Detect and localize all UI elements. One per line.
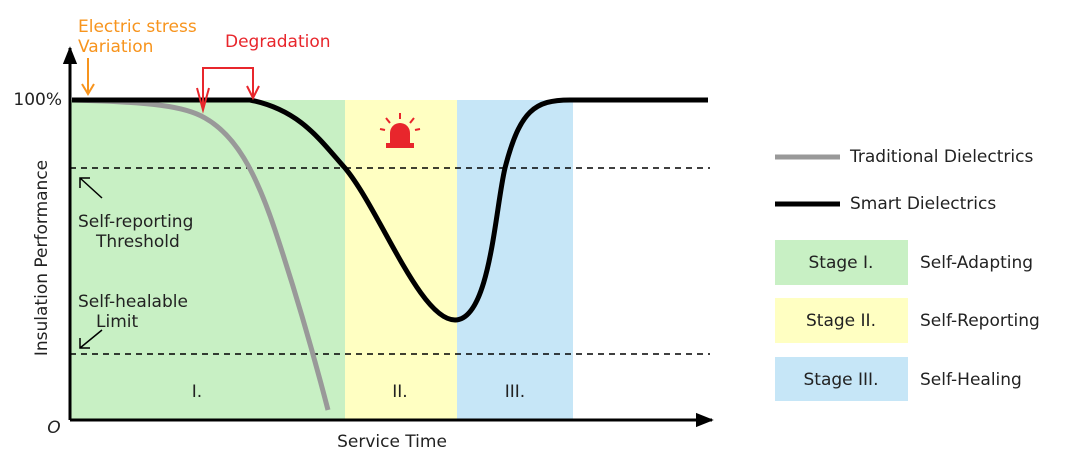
legend-label: Traditional Dielectrics	[849, 147, 1033, 167]
degradation-arrow	[196, 67, 260, 114]
stage-box	[775, 357, 908, 401]
y-top-label: 100%	[13, 90, 62, 110]
annotation: Degradation	[225, 32, 331, 52]
region-label: III.	[505, 382, 525, 402]
stage-label: Stage II.	[806, 311, 876, 331]
alarm-icon	[379, 113, 421, 148]
threshold-arrow	[79, 177, 103, 199]
stage-1-region	[70, 100, 345, 420]
stage-box	[775, 298, 908, 343]
smart-curve	[72, 97, 708, 323]
annotation: Self-reporting	[78, 212, 193, 232]
limit-arrow	[79, 329, 103, 349]
x-axis-label: Service Time	[337, 432, 447, 452]
annotation: Self-healable	[78, 292, 188, 312]
annotation: Limit	[96, 312, 138, 332]
stage-label: Stage III.	[804, 370, 879, 390]
y-axis-label: Insulation Performance	[32, 160, 52, 356]
region-label: II.	[392, 382, 407, 402]
stage-box	[775, 240, 908, 285]
traditional-curve	[71, 97, 331, 411]
stage-3-region	[457, 100, 573, 420]
stage-name: Self-Reporting	[920, 311, 1040, 331]
stress-arrow	[81, 58, 95, 96]
stage-name: Self-Healing	[920, 370, 1022, 390]
annotation: Electric stress	[78, 17, 197, 37]
annotation: Variation	[78, 37, 153, 57]
annotation: Threshold	[95, 232, 180, 252]
origin-label: O	[47, 418, 60, 438]
region-label: I.	[192, 382, 202, 402]
stage-name: Self-Adapting	[920, 253, 1033, 273]
stage-label: Stage I.	[809, 253, 874, 273]
legend-label: Smart Dielectrics	[850, 194, 996, 214]
